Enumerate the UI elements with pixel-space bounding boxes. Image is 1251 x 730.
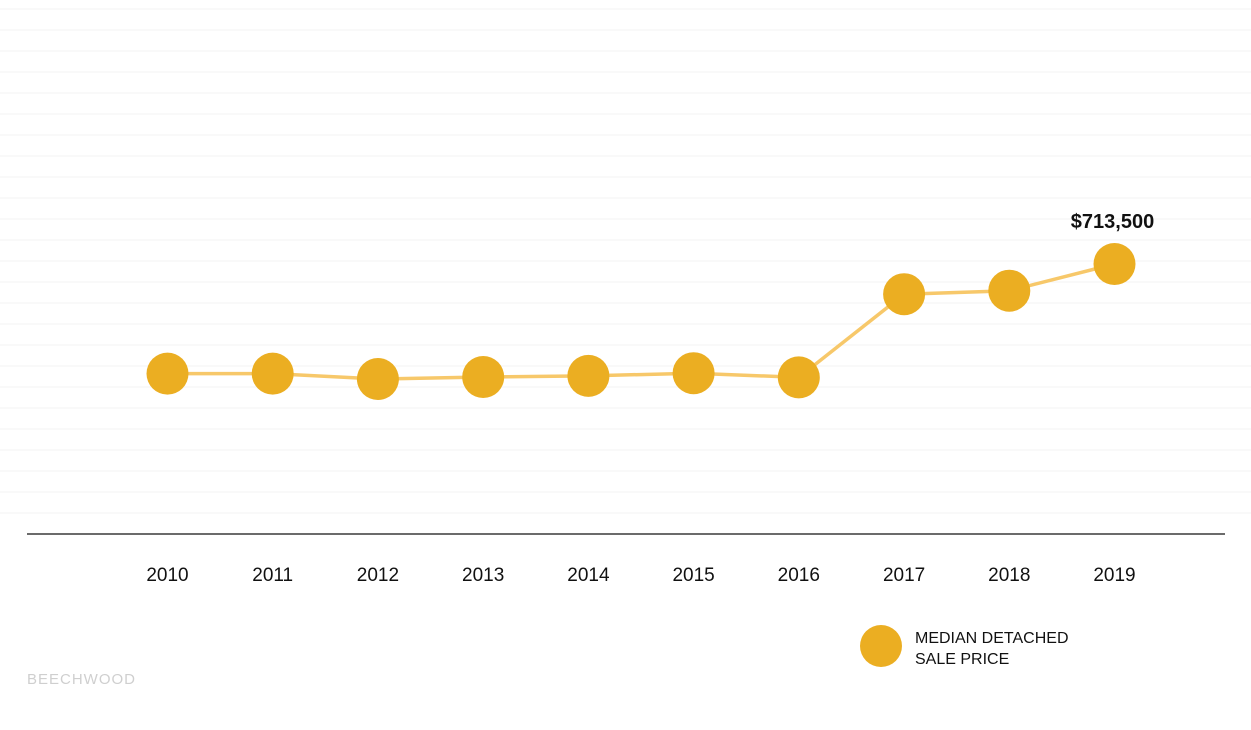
data-label-2019: $713,500 — [1071, 211, 1154, 233]
data-point-2011 — [251, 352, 294, 395]
data-point-2010 — [146, 352, 189, 395]
x-tick-label-2010: 2010 — [146, 565, 188, 586]
data-labels: $713,500 — [1071, 211, 1154, 233]
x-tick-label-2015: 2015 — [672, 565, 714, 586]
data-point-2019 — [1093, 243, 1136, 285]
x-tick-label-2016: 2016 — [778, 565, 820, 586]
data-point-2015 — [672, 352, 715, 395]
series-median-detached-sale-price — [146, 243, 1136, 400]
x-tick-label-2011: 2011 — [252, 565, 293, 586]
brand-watermark: BEECHWOOD — [27, 671, 136, 688]
x-tick-label-2019: 2019 — [1093, 565, 1135, 586]
x-tick-label-2013: 2013 — [462, 565, 504, 586]
x-tick-label-2017: 2017 — [883, 565, 925, 586]
legend-marker — [860, 625, 902, 667]
data-point-2013 — [462, 356, 505, 398]
x-tick-label-2014: 2014 — [567, 565, 610, 586]
gridlines — [0, 8, 1251, 514]
legend: MEDIAN DETACHED SALE PRICE — [860, 625, 1069, 668]
x-tick-label-2018: 2018 — [988, 565, 1030, 586]
series-line-0 — [167, 262, 1115, 381]
data-point-2012 — [356, 358, 399, 400]
data-point-2014 — [567, 354, 610, 397]
x-tick-label-2012: 2012 — [357, 565, 399, 586]
data-point-2017 — [883, 273, 926, 316]
legend-label-line-2: SALE PRICE — [915, 651, 1009, 668]
x-axis-tick-labels: 2010 2011 2012 2013 2014 2015 2016 2017 2018 2019 — [146, 565, 1135, 586]
data-point-2018 — [988, 269, 1031, 312]
legend-label-line-1: MEDIAN DETACHED — [915, 630, 1069, 647]
data-point-2016 — [777, 356, 820, 399]
